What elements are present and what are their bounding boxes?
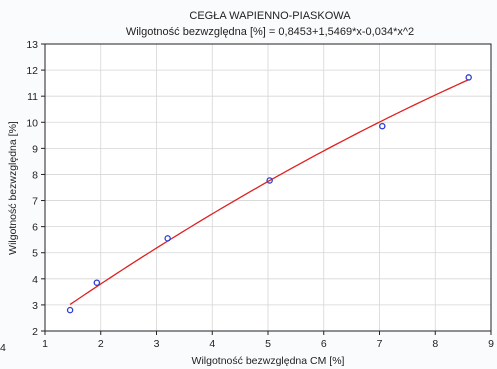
data-point <box>266 177 273 184</box>
y-tick-label: 10 <box>26 117 38 129</box>
data-points <box>66 74 472 314</box>
fit-line <box>69 79 469 306</box>
x-tick-label: 6 <box>321 338 327 350</box>
chart-title: CEGŁA WAPIENNO-PIASKOWA <box>189 10 351 22</box>
y-tick-label: 2 <box>32 326 38 338</box>
y-axis-label: Wilgotność bezwzględna [%] <box>7 121 19 255</box>
x-tick-label: 4 <box>209 338 215 350</box>
x-tick-label: 3 <box>154 338 160 350</box>
y-tick-label: 7 <box>32 196 38 208</box>
y-tick-label: 5 <box>32 248 38 260</box>
y-tick-label: 4 <box>32 274 38 286</box>
data-point <box>93 279 101 286</box>
x-tick-label: 1 <box>42 338 48 350</box>
chart-subtitle: Wilgotność bezwzględna [%] = 0,8453+1,54… <box>126 26 414 38</box>
x-tick-label: 2 <box>98 338 104 350</box>
y-tick-label: 3 <box>32 300 38 312</box>
data-point <box>465 74 472 81</box>
data-point <box>379 122 386 130</box>
x-tick-label: 5 <box>265 338 271 350</box>
y-tick-label: 8 <box>32 169 38 181</box>
data-point <box>164 235 171 242</box>
left-edge-label: 4 <box>0 342 6 354</box>
y-tick-label: 11 <box>27 91 38 103</box>
x-axis-label: Wilgotność bezwzględna CM [%] <box>192 355 345 367</box>
y-tick-label: 12 <box>26 65 38 77</box>
x-tick-label: 9 <box>488 338 494 350</box>
x-tick-label: 7 <box>377 338 383 350</box>
y-tick-label: 13 <box>26 39 38 51</box>
data-point <box>66 306 74 314</box>
y-tick-label: 9 <box>32 143 38 155</box>
y-tick-label: 6 <box>32 222 38 234</box>
x-tick-label: 8 <box>432 338 438 350</box>
